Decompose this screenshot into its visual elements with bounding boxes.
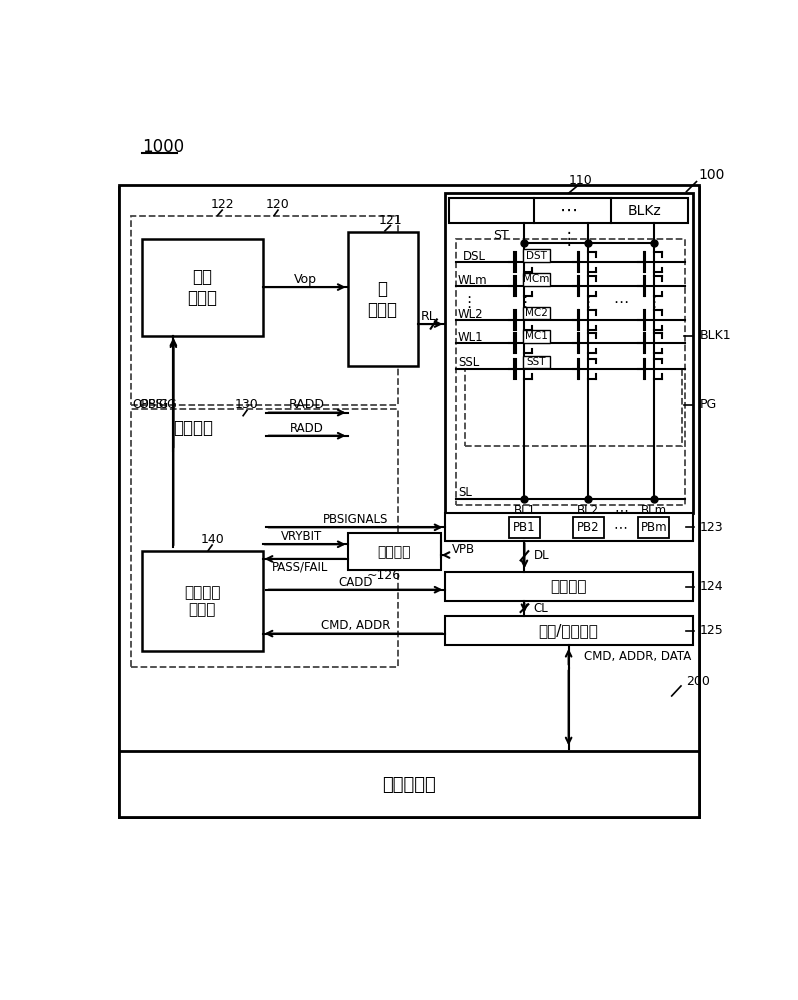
Text: CMD, ADDR, DATA: CMD, ADDR, DATA: [584, 650, 691, 663]
Text: PB2: PB2: [577, 521, 599, 534]
Text: ⋯: ⋯: [614, 503, 628, 517]
Text: ⋯: ⋯: [614, 520, 627, 534]
Text: OPSIG: OPSIG: [132, 398, 168, 411]
Text: 120: 120: [266, 198, 290, 211]
Text: PASS/FAIL: PASS/FAIL: [271, 560, 328, 573]
Text: 130: 130: [235, 398, 259, 411]
Text: ~126: ~126: [367, 569, 401, 582]
Text: 140: 140: [200, 533, 224, 546]
Text: 感测电路: 感测电路: [377, 545, 411, 559]
Text: ⋮: ⋮: [517, 295, 532, 310]
Text: SL: SL: [458, 486, 472, 499]
Bar: [131, 409, 398, 667]
Bar: [119, 185, 699, 817]
Bar: [119, 751, 699, 817]
Text: BL1: BL1: [513, 504, 535, 517]
Text: 读取操作
控制器: 读取操作 控制器: [184, 585, 220, 617]
Text: 121: 121: [378, 214, 402, 227]
Text: 110: 110: [568, 174, 592, 187]
Text: MC2: MC2: [524, 308, 547, 318]
Text: 124: 124: [700, 580, 723, 593]
Text: PBm: PBm: [641, 521, 667, 534]
Bar: [523, 356, 550, 368]
Text: BLm: BLm: [641, 504, 667, 517]
Bar: [638, 517, 670, 538]
Bar: [119, 749, 699, 817]
Text: 电压
发生器: 电压 发生器: [187, 268, 217, 307]
Text: MC1: MC1: [524, 331, 547, 341]
Text: 100: 100: [699, 168, 725, 182]
Text: 存储控制器: 存储控制器: [382, 776, 436, 794]
Bar: [444, 513, 693, 541]
Bar: [572, 517, 603, 538]
Text: WL1: WL1: [458, 331, 484, 344]
Text: ⋮: ⋮: [580, 295, 595, 310]
Text: 控制逻辑: 控制逻辑: [173, 419, 213, 437]
Bar: [509, 517, 540, 538]
Text: PBSIGNALS: PBSIGNALS: [323, 513, 388, 526]
Text: PB1: PB1: [513, 521, 535, 534]
Text: SST: SST: [527, 357, 546, 367]
Text: ⋮: ⋮: [461, 295, 476, 310]
Text: 输入/输出电路: 输入/输出电路: [539, 623, 598, 638]
Text: 1000: 1000: [142, 138, 184, 156]
Text: BL2: BL2: [577, 504, 599, 517]
Bar: [523, 249, 550, 262]
Bar: [449, 198, 688, 223]
Text: 123: 123: [700, 521, 723, 534]
Text: PG: PG: [700, 398, 717, 411]
Text: RADD: RADD: [290, 422, 324, 434]
Text: 列解码器: 列解码器: [551, 579, 587, 594]
Text: SSL: SSL: [458, 356, 479, 369]
Text: BLK1: BLK1: [700, 329, 731, 342]
Text: RADD: RADD: [289, 398, 325, 411]
Bar: [456, 239, 685, 505]
Text: ⋯: ⋯: [559, 202, 578, 220]
Text: 125: 125: [700, 624, 723, 637]
Bar: [348, 232, 417, 366]
Text: CMD, ADDR: CMD, ADDR: [321, 619, 390, 632]
Bar: [142, 239, 263, 336]
Text: DL: DL: [534, 549, 549, 562]
Bar: [444, 616, 693, 645]
Bar: [523, 307, 550, 319]
Bar: [142, 551, 263, 651]
Text: DST: DST: [526, 251, 547, 261]
Bar: [523, 273, 550, 286]
Text: MCm: MCm: [523, 274, 549, 284]
Text: 122: 122: [211, 198, 234, 211]
Text: RL: RL: [421, 310, 437, 323]
Text: ⋮: ⋮: [560, 230, 577, 248]
Text: ⋯: ⋯: [613, 295, 628, 310]
Bar: [523, 330, 550, 343]
Bar: [131, 216, 398, 405]
Text: ST: ST: [493, 229, 509, 242]
Text: VPB: VPB: [452, 543, 476, 556]
Text: CL: CL: [534, 602, 548, 615]
Text: Vop: Vop: [294, 273, 317, 286]
Text: OPSIG: OPSIG: [139, 398, 177, 411]
Bar: [444, 572, 693, 601]
Bar: [444, 193, 693, 513]
Text: BLKz: BLKz: [628, 204, 662, 218]
Text: VRYBIT: VRYBIT: [281, 530, 322, 543]
Bar: [348, 533, 440, 570]
Text: 200: 200: [685, 675, 709, 688]
Bar: [464, 369, 681, 446]
Bar: [119, 187, 699, 749]
Text: CADD: CADD: [338, 576, 373, 588]
Text: DSL: DSL: [463, 250, 485, 263]
Text: 行
解码器: 行 解码器: [368, 280, 397, 319]
Text: ⋮: ⋮: [646, 295, 662, 310]
Text: WLm: WLm: [458, 274, 488, 287]
Text: WL2: WL2: [458, 308, 484, 321]
